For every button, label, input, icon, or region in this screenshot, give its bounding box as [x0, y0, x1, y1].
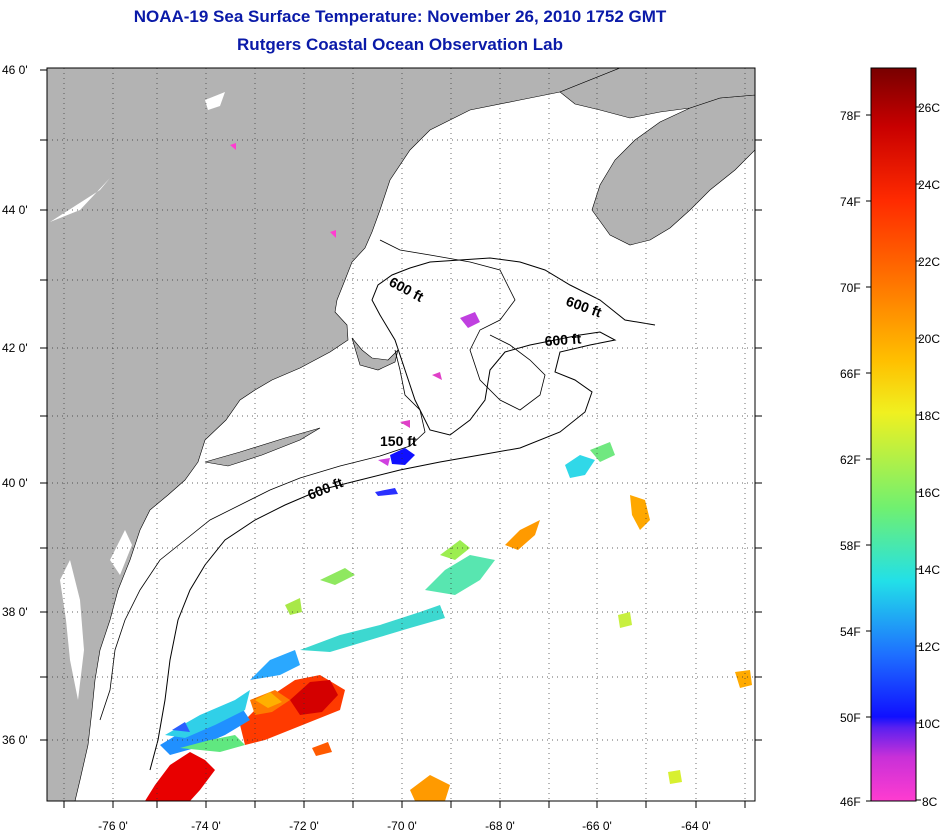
land-long-island [204, 427, 321, 467]
colorbar-c-label: 14C [918, 563, 940, 577]
colorbar-c-label: 18C [918, 409, 940, 423]
colorbar-f-label: 54F [840, 625, 861, 639]
contour-600ft [149, 257, 656, 771]
colorbar-c-label: 16C [918, 486, 940, 500]
lon-tick-label: -64 0' [681, 819, 711, 833]
lat-tick-label: 42 0' [2, 341, 28, 355]
map-frame [46, 67, 756, 802]
chesapeake-bay [60, 560, 84, 700]
colorbar-c-label: 8C [922, 795, 938, 809]
colorbar-f-label: 46F [840, 795, 861, 809]
map-title: NOAA-19 Sea Surface Temperature: Novembe… [133, 7, 667, 26]
colorbar-f-label: 58F [840, 539, 861, 553]
land-us-mainland [47, 68, 621, 801]
contour-label: 150 ft [380, 433, 417, 449]
colorbar-c-label: 12C [918, 640, 940, 654]
map-subtitle: Rutgers Coastal Ocean Observation Lab [237, 35, 563, 54]
contour-150ft [99, 349, 426, 721]
colorbar-c-label: 10C [918, 717, 940, 731]
lake [205, 92, 225, 110]
colorbar-c-label: 22C [918, 255, 940, 269]
lon-tick-label: -76 0' [98, 819, 128, 833]
colorbar-f-label: 78F [840, 109, 861, 123]
land-nova-scotia [591, 94, 755, 246]
lat-tick-label: 38 0' [2, 605, 28, 619]
contour-label: 600 ft [544, 330, 582, 349]
colorbar-f-label: 62F [840, 453, 861, 467]
colorbar-c-label: 24C [918, 178, 940, 192]
lon-tick-label: -66 0' [582, 819, 612, 833]
colorbar-f-label: 50F [840, 711, 861, 725]
lat-tick-label: 44 0' [2, 203, 28, 217]
axis-ticks [40, 69, 762, 808]
sst-warm-core [145, 495, 752, 801]
lon-tick-label: -68 0' [485, 819, 515, 833]
lat-tick-label: 36 0' [2, 733, 28, 747]
delaware-bay [110, 530, 132, 575]
land-canada-north [559, 68, 755, 119]
colorbar-f-label: 66F [840, 367, 861, 381]
sst-cold-patches [230, 143, 480, 496]
colorbar-f-label: 74F [840, 195, 861, 209]
colorbar-ticks [866, 106, 921, 802]
lon-tick-label: -70 0' [387, 819, 417, 833]
sst-cool-band [160, 442, 682, 784]
contour-gulf-of-maine [379, 239, 546, 411]
colorbar-f-label: 70F [840, 281, 861, 295]
lon-tick-label: -74 0' [191, 819, 221, 833]
lat-tick-label: 40 0' [2, 476, 28, 490]
colorbar [870, 67, 917, 802]
lat-tick-label: 46 0' [2, 63, 28, 77]
colorbar-c-label: 26C [918, 101, 940, 115]
graticule [47, 68, 755, 801]
colorbar-c-label: 20C [918, 332, 940, 346]
lon-tick-label: -72 0' [289, 819, 319, 833]
